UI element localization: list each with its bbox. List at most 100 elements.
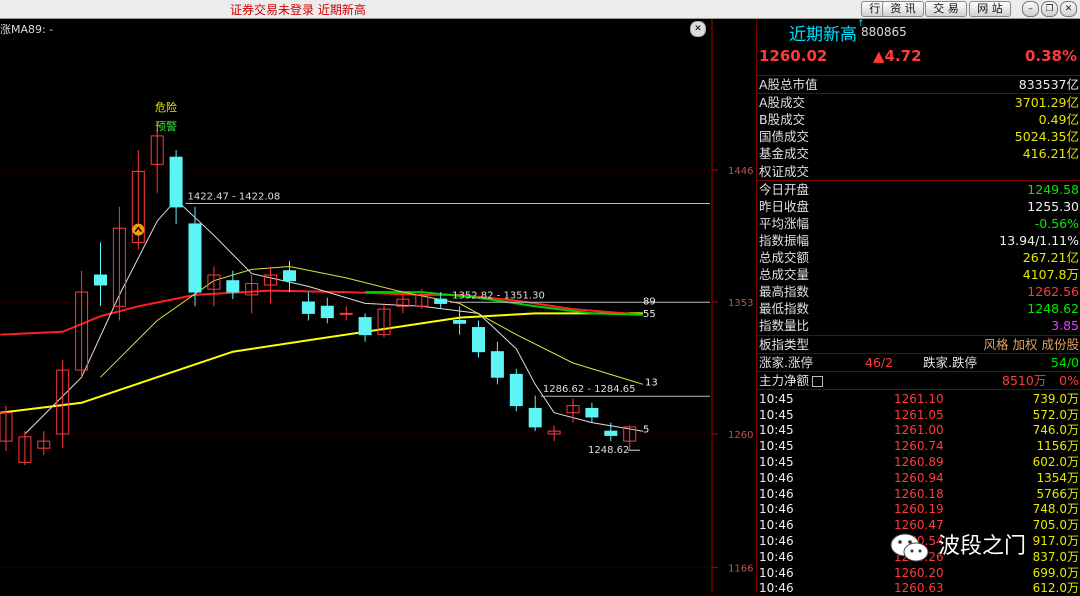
stat-label: 权证成交	[759, 163, 810, 179]
stat-label: 基金成交	[759, 146, 810, 162]
website-button[interactable]: 网 站	[969, 1, 1011, 17]
close-chart-icon[interactable]: ✕	[690, 21, 706, 37]
separator	[757, 388, 1080, 390]
stat-label: 板指类型	[759, 336, 810, 352]
window-title: 证券交易未登录 近期新高	[230, 3, 366, 17]
stat-value: 267.21亿	[1022, 250, 1079, 265]
price-change: ▲4.72	[873, 47, 922, 65]
stat-value: 833537亿	[1018, 77, 1079, 92]
tick-time: 10:45	[759, 423, 794, 438]
quote-panel: 近期新高 ↑ 880865 1260.02 ▲4.72 0.38% A股总市值 8…	[756, 19, 1080, 596]
stat-row: 总成交额 267.21亿	[757, 250, 1080, 266]
price-change-pct: 0.38%	[1024, 47, 1077, 65]
tick-time: 10:45	[759, 391, 794, 406]
ma-indicator-label: 涨MA89: -	[0, 23, 54, 36]
stat-value: 1262.56	[1027, 284, 1079, 300]
candle-body	[226, 280, 240, 293]
stat-label: 最低指数	[759, 301, 810, 317]
stat-value: 1248.62	[1027, 301, 1079, 317]
restore-icon[interactable]: ❐	[1041, 1, 1058, 17]
stat-label: 平均涨幅	[759, 215, 810, 231]
stat-value: 0.49亿	[1038, 112, 1079, 128]
price-axis-label: 1260	[728, 430, 753, 441]
tick-price: 1260.20	[894, 565, 944, 580]
price-row: 1260.02 ▲4.72 0.38%	[757, 47, 1080, 71]
limit-v2: 54/0	[1050, 354, 1079, 370]
grid-icon[interactable]	[812, 375, 824, 387]
candle-body	[37, 440, 51, 449]
stat-value: 1249.58	[1027, 181, 1079, 197]
tick-row: 10:46 1260.94 1354万	[757, 470, 1080, 486]
candle-body	[509, 373, 523, 407]
tick-row: 10:46 1260.20 699.0万	[757, 565, 1080, 581]
tick-price: 1260.19	[894, 502, 944, 517]
kline-chart[interactable]: 1446 1353 1260 1166 1422.47 - 1422.08 1352.82…	[0, 19, 756, 593]
candle-body	[528, 407, 542, 428]
candle-body	[339, 312, 353, 315]
candle-body	[604, 430, 618, 436]
tick-row: 10:45 1261.10 739.0万	[757, 391, 1080, 407]
tick-amount: 837.0万	[1032, 549, 1079, 564]
tick-price: 1260.89	[894, 455, 944, 469]
annotation-label: 1422.47 - 1422.08	[188, 191, 281, 202]
stat-row: 指数量比 3.85	[757, 318, 1080, 334]
tick-time: 10:46	[759, 534, 794, 548]
ma89-end-label: 89	[643, 296, 656, 307]
limit-k: 涨家.涨停	[759, 354, 813, 370]
warning-marker-caret	[134, 226, 142, 233]
candle-body	[490, 351, 504, 378]
tick-amount: 705.0万	[1032, 518, 1079, 533]
candle-body	[396, 298, 410, 307]
candle-body	[56, 369, 70, 435]
warning-marker-icon	[132, 223, 145, 236]
tick-price: 1260.74	[894, 439, 944, 454]
stat-label: 国债成交	[759, 129, 810, 145]
ma5-line	[24, 199, 643, 435]
candle-body	[453, 319, 467, 324]
low-price-label: 1248.62	[588, 445, 629, 456]
candle-body	[472, 327, 485, 353]
tick-row: 10:46 1260.18 5766万	[757, 486, 1080, 502]
stat-label: 最高指数	[759, 284, 810, 300]
tick-row: 10:45 1260.89 602.0万	[757, 454, 1080, 470]
news-button[interactable]: 资 讯	[882, 1, 924, 17]
ma55-end-label: 55	[643, 309, 656, 320]
candle-body	[75, 291, 89, 371]
index-name: 近期新高	[789, 25, 857, 45]
tick-time: 10:46	[759, 549, 794, 564]
price-axis-label: 1446	[728, 166, 753, 177]
kline-canvas[interactable]: 1446 1353 1260 1166 1422.47 - 1422.08 1352.82…	[0, 19, 756, 593]
danger-label: 危险	[155, 100, 177, 114]
main-flow-row: 主力净额 8510万 0%	[757, 373, 1080, 389]
close-icon[interactable]: ✕	[1060, 1, 1077, 17]
candle-body	[434, 298, 448, 304]
index-type-row: 板指类型 风格 加权 成份股	[757, 337, 1080, 353]
candle-body	[320, 305, 334, 319]
stat-row: A股成交 3701.29亿	[757, 95, 1080, 111]
tick-time: 10:46	[759, 470, 794, 485]
stat-label: 主力净额	[759, 373, 824, 389]
tick-price: 1261.10	[894, 391, 944, 406]
candle-body	[245, 283, 259, 296]
minimize-icon[interactable]: –	[1022, 1, 1039, 17]
stat-label: A股总市值	[759, 77, 818, 92]
candle-body	[112, 227, 126, 307]
stat-label: B股成交	[759, 112, 806, 128]
separator	[757, 352, 1080, 354]
trade-button[interactable]: 交 易	[925, 1, 967, 17]
tick-price: 1260.18	[894, 486, 944, 501]
tick-amount: 917.0万	[1032, 534, 1079, 548]
last-price: 1260.02	[759, 47, 828, 65]
index-code: 880865	[861, 25, 907, 39]
stat-value: -0.56%	[1034, 215, 1079, 231]
candle-body	[0, 412, 13, 442]
tick-time: 10:45	[759, 439, 794, 454]
stat-value: 4107.8万	[1022, 267, 1079, 283]
stat-row: 平均涨幅 -0.56%	[757, 216, 1080, 232]
tick-row: 10:46 1260.19 748.0万	[757, 501, 1080, 517]
tick-price: 1260.63	[894, 581, 944, 596]
tick-time: 10:46	[759, 502, 794, 517]
stat-row: 基金成交 416.21亿	[757, 146, 1080, 162]
price-axis-label: 1353	[728, 298, 753, 309]
candle-body	[301, 301, 315, 314]
